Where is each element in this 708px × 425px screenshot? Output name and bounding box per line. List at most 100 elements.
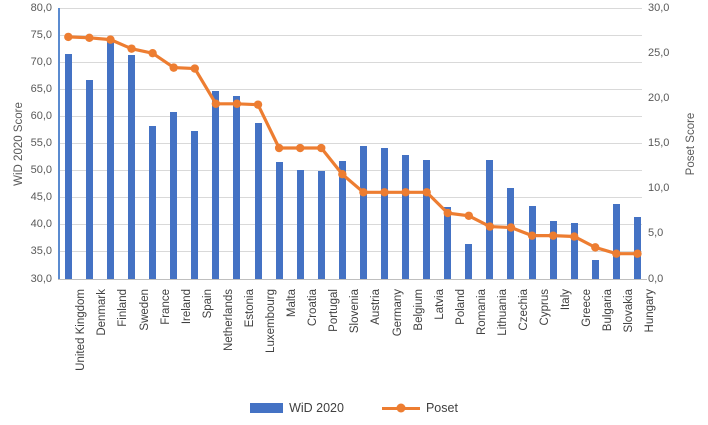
poset-marker-icon — [106, 35, 115, 44]
bar — [254, 122, 262, 279]
bar — [507, 187, 515, 279]
bar — [570, 223, 578, 279]
bar — [591, 259, 599, 279]
poset-marker-icon — [506, 223, 516, 232]
legend-bar-swatch-icon — [250, 403, 284, 413]
right-tick-label: 0,0 — [648, 272, 664, 285]
left-tick-label: 30,0 — [30, 272, 52, 285]
bar — [317, 171, 325, 279]
poset-marker-icon — [85, 33, 94, 43]
poset-marker-icon — [274, 143, 284, 153]
bar — [85, 79, 93, 279]
left-tick-label: 45,0 — [30, 191, 52, 204]
bar — [191, 130, 199, 279]
right-tick-label: 30,0 — [648, 1, 670, 14]
line-series — [64, 32, 642, 258]
poset-marker-icon — [211, 99, 221, 108]
poset-marker-icon — [633, 249, 642, 258]
category-label: Belgium — [412, 289, 425, 331]
poset-marker-icon — [422, 188, 431, 197]
category-label: Poland — [454, 289, 467, 325]
right-axis-title: Poset Score — [685, 112, 697, 176]
gridline — [59, 115, 642, 117]
legend-label-wid2020: WiD 2020 — [289, 401, 344, 415]
left-tick-label: 70,0 — [30, 55, 52, 68]
poset-line — [68, 35, 638, 256]
right-tick-label: 25,0 — [648, 46, 670, 59]
poset-marker-icon — [464, 211, 474, 220]
legend-line-marker-icon — [396, 403, 406, 413]
bar — [106, 38, 114, 279]
category-label: Malta — [286, 289, 299, 318]
category-label: Latvia — [433, 289, 446, 320]
poset-marker-icon — [443, 208, 452, 218]
gridline — [59, 197, 642, 199]
legend-item-wid2020: WiD 2020 — [250, 401, 344, 415]
bar — [275, 162, 283, 279]
category-label: Denmark — [96, 289, 109, 336]
category-label: Lithuania — [496, 289, 509, 336]
left-tick-label: 65,0 — [30, 82, 52, 95]
category-label: Germany — [391, 289, 404, 337]
gridline — [59, 61, 642, 63]
category-label: Estonia — [243, 289, 256, 328]
poset-marker-icon — [548, 231, 558, 240]
legend-item-poset: Poset — [381, 401, 458, 415]
bar — [64, 53, 72, 279]
right-tick-label: 15,0 — [648, 137, 670, 149]
legend-line-swatch-icon — [381, 403, 420, 413]
left-tick-label: 80,0 — [30, 1, 52, 14]
category-label: United Kingdom — [75, 289, 88, 371]
poset-marker-icon — [612, 249, 621, 258]
left-tick-label: 75,0 — [30, 28, 52, 41]
category-label: Italy — [560, 289, 573, 311]
bar — [549, 221, 557, 279]
poset-marker-icon — [527, 231, 537, 240]
bar — [381, 148, 388, 279]
poset-marker-icon — [401, 188, 410, 197]
x-axis-line — [58, 279, 647, 280]
right-tick-label: 10,0 — [648, 182, 670, 195]
gridline — [59, 34, 642, 36]
bar — [296, 170, 304, 279]
poset-marker-icon — [64, 32, 73, 42]
bar — [338, 161, 346, 279]
category-label: Slovenia — [349, 289, 362, 334]
left-tick-label: 35,0 — [30, 245, 52, 258]
legend-label-poset: Poset — [425, 401, 458, 415]
poset-marker-icon — [295, 143, 305, 153]
bar — [149, 125, 157, 279]
poset-marker-icon — [570, 232, 579, 241]
right-tick-label: 5,0 — [648, 227, 664, 240]
gridline — [59, 251, 642, 253]
bar — [212, 90, 220, 279]
gridline — [59, 143, 642, 144]
category-label: France — [159, 289, 172, 325]
poset-marker-icon — [148, 48, 157, 58]
bar — [486, 160, 494, 279]
gridline — [59, 224, 642, 226]
poset-marker-icon — [253, 100, 263, 109]
poset-marker-icon — [359, 188, 368, 197]
category-label: Croatia — [307, 289, 320, 327]
category-label: Spain — [201, 289, 214, 319]
category-label: Greece — [581, 289, 594, 327]
bar — [128, 55, 136, 279]
poset-marker-icon — [317, 143, 326, 153]
y-axis-line — [58, 8, 60, 279]
plot-area — [58, 7, 647, 280]
category-label: Romania — [475, 289, 488, 336]
bar — [633, 217, 641, 279]
category-label: Hungary — [644, 289, 657, 333]
poset-marker-icon — [232, 99, 242, 108]
bar — [423, 160, 431, 279]
category-label: Netherlands — [222, 289, 235, 352]
poset-marker-icon — [338, 170, 347, 179]
bar — [402, 155, 410, 279]
bar — [359, 145, 367, 279]
poset-marker-icon — [190, 64, 199, 73]
bar — [612, 203, 620, 279]
poset-marker-icon — [485, 222, 495, 231]
bar — [233, 95, 241, 279]
